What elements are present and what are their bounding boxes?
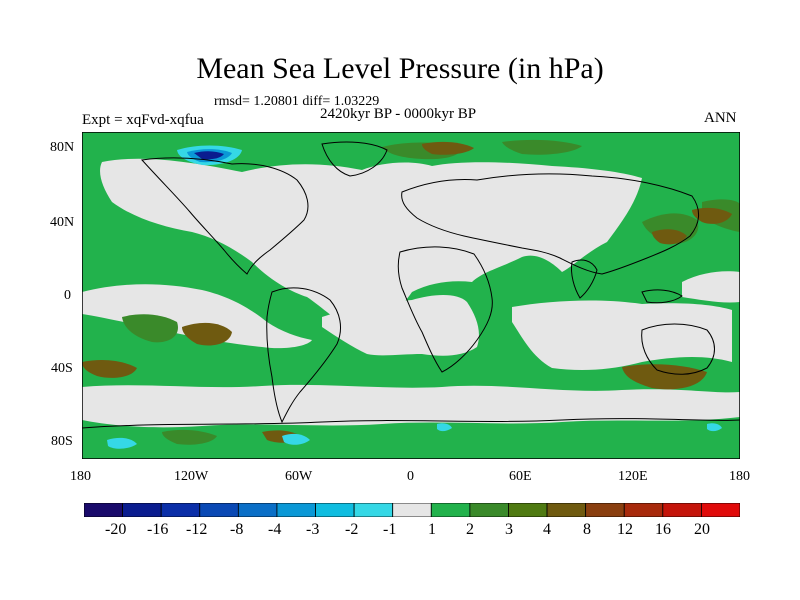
colorbar-label: -12 [186, 521, 208, 538]
colorbar-swatch [353, 503, 394, 517]
colorbar-label: 3 [505, 521, 513, 538]
colorbar-swatch [199, 503, 239, 517]
colorbar-swatch [160, 503, 201, 517]
colorbar-swatch [276, 503, 316, 517]
colorbar-swatch [469, 503, 509, 517]
x-tick-label: 180 [70, 469, 91, 484]
y-tick-label: 40N [50, 215, 75, 230]
season-label: ANN [704, 110, 737, 126]
colorbar-label: 2 [466, 521, 474, 538]
y-tick-label: 80S [51, 434, 73, 449]
colorbar-swatch [84, 503, 123, 517]
colorbar-label: 8 [583, 521, 591, 538]
x-tick-label: 120E [618, 469, 648, 484]
map-title: Mean Sea Level Pressure (in hPa) [196, 52, 604, 85]
colorbar-swatch [546, 503, 587, 517]
colorbar-swatch [122, 503, 162, 517]
colorbar-swatch [315, 503, 355, 517]
colorbar-label: -20 [105, 521, 127, 538]
colorbar-swatch [662, 503, 702, 517]
coastlines [82, 141, 740, 429]
x-tick-label: 60E [509, 469, 532, 484]
colorbar-label: -1 [383, 521, 397, 538]
colorbar-swatch [430, 503, 471, 517]
colorbar-swatch [701, 503, 740, 517]
colorbar [84, 503, 740, 517]
neutral-regions [82, 158, 740, 428]
time-period: 2420kyr BP - 0000kyr BP [320, 106, 477, 122]
colorbar-label: 12 [617, 521, 633, 538]
colorbar-label: -2 [345, 521, 359, 538]
colorbar-label: -4 [268, 521, 282, 538]
colorbar-swatch [623, 503, 664, 517]
experiment-label: Expt = xqFvd-xqfua [82, 112, 204, 128]
colorbar-swatch [585, 503, 625, 517]
x-tick-label: 60W [285, 469, 313, 484]
colorbar-swatch [237, 503, 278, 517]
colorbar-label: -8 [230, 521, 244, 538]
x-tick-label: 120W [174, 469, 209, 484]
colorbar-label: -16 [147, 521, 169, 538]
x-tick-label: 180 [729, 469, 750, 484]
colorbar-swatch [508, 503, 548, 517]
statistics-line: rmsd= 1.20801 diff= 1.03229 [214, 94, 380, 109]
colorbar-label: 16 [655, 521, 671, 538]
colorbar-label: 4 [543, 521, 551, 538]
olive-patches [82, 141, 732, 443]
y-tick-label: 40S [51, 361, 73, 376]
colorbar-label: 20 [694, 521, 710, 538]
pressure-map [82, 132, 740, 459]
x-tick-label: 0 [407, 469, 414, 484]
colorbar-swatch [392, 503, 432, 517]
colorbar-label: -3 [306, 521, 320, 538]
colorbar-label: 1 [428, 521, 436, 538]
y-tick-label: 80N [50, 140, 75, 155]
y-tick-label: 0 [64, 288, 71, 303]
